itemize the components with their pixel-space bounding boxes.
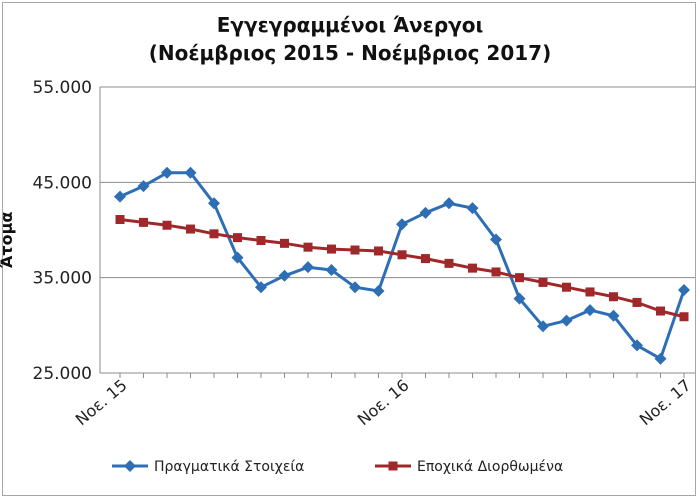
data-point-marker xyxy=(327,244,336,254)
data-point-marker xyxy=(537,320,549,333)
data-point-marker xyxy=(208,197,220,210)
legend-marker xyxy=(388,461,398,471)
data-point-marker xyxy=(631,339,643,352)
data-point-marker xyxy=(350,245,360,255)
data-point-marker xyxy=(303,242,313,252)
data-point-marker xyxy=(115,215,125,225)
data-point-marker xyxy=(678,284,690,297)
data-point-marker xyxy=(302,261,314,274)
data-point-marker xyxy=(607,309,620,322)
data-point-marker xyxy=(231,251,244,264)
data-point-marker xyxy=(632,297,642,307)
y-axis-label: Άτομα xyxy=(0,212,16,269)
data-point-marker xyxy=(584,304,596,317)
legend-label: Πραγματικά Στοιχεία xyxy=(154,459,304,475)
chart-subtitle: (Νοέμβριος 2015 - Νοέμβριος 2017) xyxy=(148,41,552,65)
data-point-marker xyxy=(278,269,291,282)
data-point-marker xyxy=(609,292,618,302)
data-point-marker xyxy=(396,218,408,231)
data-point-marker xyxy=(256,235,266,245)
data-point-marker xyxy=(679,312,689,322)
data-point-marker xyxy=(233,233,242,243)
data-point-marker xyxy=(513,292,526,305)
data-point-marker xyxy=(161,166,173,179)
legend-label: Εποχικά Διορθωμένα xyxy=(417,459,563,475)
data-point-marker xyxy=(466,202,479,215)
data-point-marker xyxy=(444,258,454,268)
data-point-marker xyxy=(114,190,126,203)
data-point-marker xyxy=(209,229,219,239)
data-point-marker xyxy=(654,352,667,365)
data-point-marker xyxy=(562,282,571,292)
data-point-marker xyxy=(137,180,150,193)
y-tick-label: 35.000 xyxy=(33,269,92,289)
data-point-marker xyxy=(585,287,595,297)
data-point-marker xyxy=(349,281,361,294)
y-tick-label: 45.000 xyxy=(33,173,92,193)
data-point-marker xyxy=(280,238,289,248)
y-tick-label: 25.000 xyxy=(33,364,92,384)
data-point-marker xyxy=(515,273,524,283)
series-line-2 xyxy=(119,218,685,319)
data-point-marker xyxy=(421,254,430,264)
x-tick-label: Νοε. 17 xyxy=(636,376,695,430)
chart-title: Εγγεγραμμένοι Άνεργοι xyxy=(216,13,484,37)
data-point-marker xyxy=(419,206,432,219)
data-point-marker xyxy=(372,285,385,298)
data-point-marker xyxy=(184,166,197,179)
data-point-marker xyxy=(443,197,455,210)
y-tick-label: 55.000 xyxy=(33,78,92,98)
chart-frame xyxy=(2,2,696,496)
data-point-marker xyxy=(186,224,195,234)
data-point-marker xyxy=(397,250,407,260)
x-tick-label: Νοε. 16 xyxy=(354,376,413,430)
data-point-marker xyxy=(468,263,477,273)
data-point-marker xyxy=(491,267,501,277)
legend-marker xyxy=(124,460,136,472)
data-point-marker xyxy=(162,220,172,230)
data-point-marker xyxy=(538,277,548,287)
data-point-marker xyxy=(374,246,383,256)
data-point-marker xyxy=(490,233,502,246)
data-point-marker xyxy=(560,314,573,327)
data-point-marker xyxy=(255,281,267,294)
series-line-1 xyxy=(119,171,686,361)
data-point-marker xyxy=(656,306,665,316)
data-point-marker xyxy=(325,264,338,277)
data-point-marker xyxy=(139,217,148,227)
